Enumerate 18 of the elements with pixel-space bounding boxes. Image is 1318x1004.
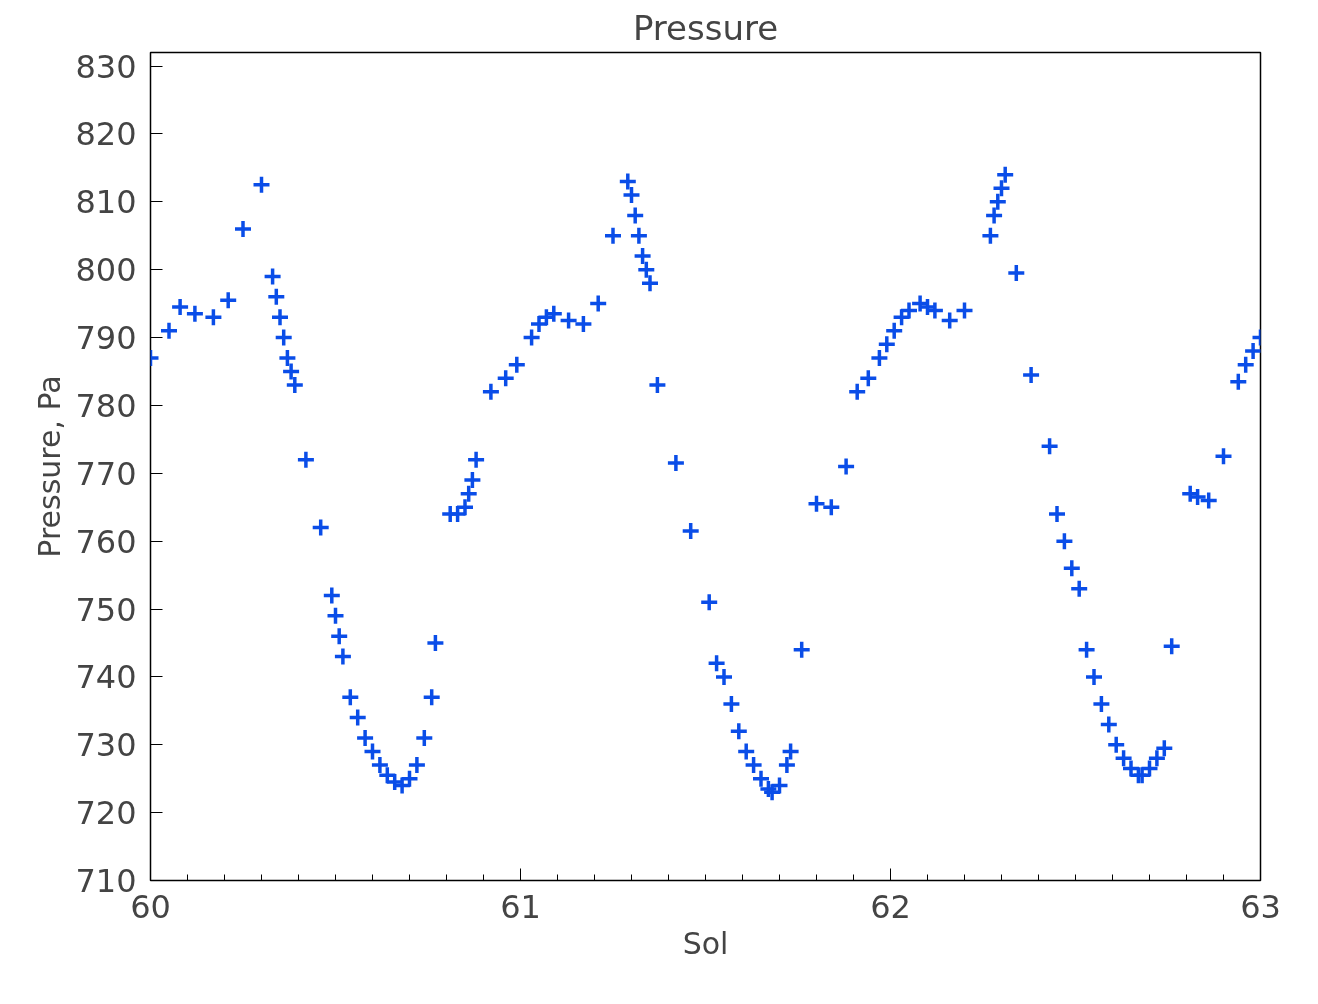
x-tick-label: 62 xyxy=(870,887,911,926)
y-tick-label: 720 xyxy=(75,794,137,833)
x-tick-label: 63 xyxy=(1240,887,1281,926)
chart-title: Pressure xyxy=(632,7,779,48)
y-tick-label: 810 xyxy=(75,183,137,222)
y-tick-label: 790 xyxy=(75,319,137,358)
y-tick-label: 780 xyxy=(75,386,137,425)
y-tick-label: 830 xyxy=(75,47,137,86)
y-tick-label: 730 xyxy=(75,726,137,765)
y-tick-label: 750 xyxy=(75,590,137,629)
x-tick-label: 61 xyxy=(500,887,541,926)
y-tick-label: 740 xyxy=(75,658,137,697)
x-axis-title: Sol xyxy=(682,925,729,961)
y-tick-label: 800 xyxy=(75,251,137,290)
y-axis-title: Pressure, Pa xyxy=(32,375,68,558)
y-tick-label: 760 xyxy=(75,522,137,561)
y-tick-label: 820 xyxy=(75,115,137,154)
y-tick-label: 770 xyxy=(75,454,137,493)
